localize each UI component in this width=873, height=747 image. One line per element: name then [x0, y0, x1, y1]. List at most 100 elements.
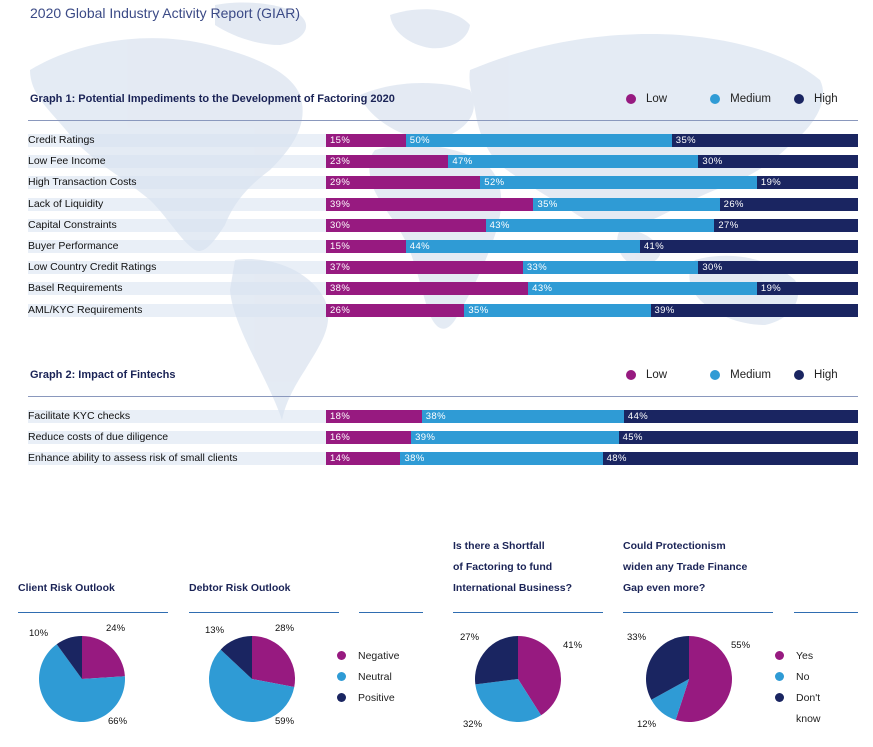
category-label: AML/KYC Requirements — [28, 303, 143, 316]
bar-segment-high: 48% — [602, 452, 858, 466]
segment-value: 43 — [489, 219, 501, 231]
debtor-risk-title: Debtor Risk Outlook — [189, 582, 291, 594]
pie-label-client-negative: 24% — [106, 623, 126, 634]
row-band — [28, 410, 328, 423]
bar-segment-medium: 35% — [533, 197, 720, 211]
legend-no-label: No — [796, 670, 810, 683]
legend-dontknow-label-2: know — [796, 712, 821, 725]
legend-yes-marker — [775, 651, 784, 660]
segment-value: 33 — [526, 262, 539, 274]
category-label: Facilitate KYC checks — [28, 410, 131, 422]
value: 55 — [731, 640, 742, 651]
category-label: Lack of Liquidity — [28, 197, 104, 210]
protectionism-pie — [646, 636, 732, 722]
bar-segment-high: 39% — [650, 303, 858, 317]
segment-value: 35 — [537, 198, 549, 210]
legend-medium-marker — [710, 370, 721, 380]
protectionism-title: Could Protectionism widen any Trade Fina… — [623, 536, 747, 599]
segment-value: 37 — [330, 262, 342, 274]
bar-segment-high: 19% — [756, 176, 858, 190]
bar-row: Facilitate KYC checks 18% 38% 44% — [28, 410, 858, 423]
segment-value: 44 — [409, 241, 422, 252]
stacked-bar: 29% 52% 19% — [326, 176, 858, 190]
shortfall-pie — [475, 636, 561, 722]
pie-label-debtor-neutral: 59% — [275, 716, 295, 727]
segment-value: 15 — [330, 135, 342, 146]
value: 27 — [460, 632, 471, 643]
segment-value: 30 — [330, 219, 342, 231]
row-band — [28, 176, 328, 190]
legend-neutral-marker — [337, 672, 346, 681]
graph-1-legend: Low Medium High — [626, 93, 838, 105]
bar-segment-low: 18% — [326, 410, 422, 423]
bar-segment-medium: 44% — [405, 240, 640, 253]
category-label: Low Country Credit Ratings — [28, 261, 157, 274]
segment-value: 15 — [330, 241, 342, 252]
legend-low-marker — [626, 370, 636, 380]
row-band — [28, 282, 328, 296]
bar-segment-low: 15% — [326, 240, 406, 253]
bar-segment-medium: 33% — [522, 261, 699, 275]
row-band — [28, 240, 328, 253]
stacked-bar: 14% 38% 48% — [326, 452, 858, 466]
category-label: Credit Ratings — [28, 134, 95, 146]
segment-value: 35 — [468, 304, 480, 316]
bar-segment-medium: 50% — [405, 134, 672, 147]
bar-segment-low: 14% — [326, 452, 401, 466]
row-band — [28, 261, 328, 275]
pie-slice-negative — [252, 636, 295, 688]
value: 12 — [637, 719, 648, 730]
bar-row: Low Country Credit Ratings 37% 33% 30% — [28, 261, 858, 275]
graph-1-divider — [28, 120, 858, 121]
legend-dontknow-label: Don't — [796, 691, 821, 704]
value: 28 — [275, 623, 286, 634]
pie-slice-no — [651, 679, 689, 720]
segment-value: 38 — [425, 411, 438, 422]
pie-slice-yes — [675, 636, 732, 722]
category-label: High Transaction Costs — [28, 176, 137, 189]
segment-value: 27 — [718, 219, 730, 231]
pie-slice-positive — [56, 636, 82, 679]
pie-label-debtor-negative: 28% — [275, 623, 295, 634]
bar-row: Buyer Performance 15% 44% 41% — [28, 240, 858, 253]
legend-dontknow-line-2: know — [775, 708, 821, 729]
legend-yes: Yes — [775, 645, 821, 666]
bar-segment-high: 30% — [698, 155, 858, 169]
bar-segment-low: 16% — [326, 431, 412, 445]
stacked-bar: 16% 39% 45% — [326, 431, 858, 445]
legend-high-label: High — [814, 93, 838, 105]
pie-label-protectionism-yes: 55% — [731, 640, 751, 651]
legend-low-label: Low — [646, 93, 668, 105]
bar-segment-high: 35% — [671, 134, 858, 147]
bar-segment-low: 38% — [326, 282, 529, 296]
client-risk-title: Client Risk Outlook — [18, 582, 115, 594]
category-label: Reduce costs of due diligence — [28, 431, 169, 444]
legend-yes-label: Yes — [796, 649, 814, 662]
segment-value: 45 — [622, 432, 634, 444]
segment-value: 18 — [330, 411, 342, 422]
value: 66 — [108, 716, 119, 727]
shortfall-title-line-1: Is there a Shortfall — [453, 540, 545, 552]
legend-medium-label: Medium — [730, 93, 772, 105]
bar-segment-medium: 43% — [528, 282, 757, 296]
stacked-bar: 26% 35% 39% — [326, 303, 858, 317]
bar-row: Basel Requirements 38% 43% 19% — [28, 282, 858, 296]
segment-value: 26 — [330, 304, 342, 316]
graph-1-title: Graph 1: Potential Impediments to the De… — [30, 93, 395, 105]
debtor-risk-pie — [209, 636, 295, 722]
segment-value: 44 — [627, 411, 640, 422]
legend-low-label: Low — [646, 369, 668, 381]
legend-no: No — [775, 666, 821, 687]
value: 33 — [627, 632, 638, 643]
bar-row: Low Fee Income 23% 47% 30% — [28, 155, 858, 169]
legend-no-marker — [775, 672, 784, 681]
debtor-risk-underline — [189, 612, 339, 613]
legend-dontknow-marker — [775, 693, 784, 702]
segment-value: 47 — [452, 156, 464, 168]
pie-label-shortfall-dontknow: 27% — [460, 632, 480, 643]
bar-row: AML/KYC Requirements 26% 35% 39% — [28, 303, 858, 317]
value: 59 — [275, 716, 286, 727]
bar-segment-medium: 38% — [421, 410, 624, 423]
segment-value: 35 — [675, 135, 688, 146]
segment-value: 38 — [330, 283, 342, 295]
